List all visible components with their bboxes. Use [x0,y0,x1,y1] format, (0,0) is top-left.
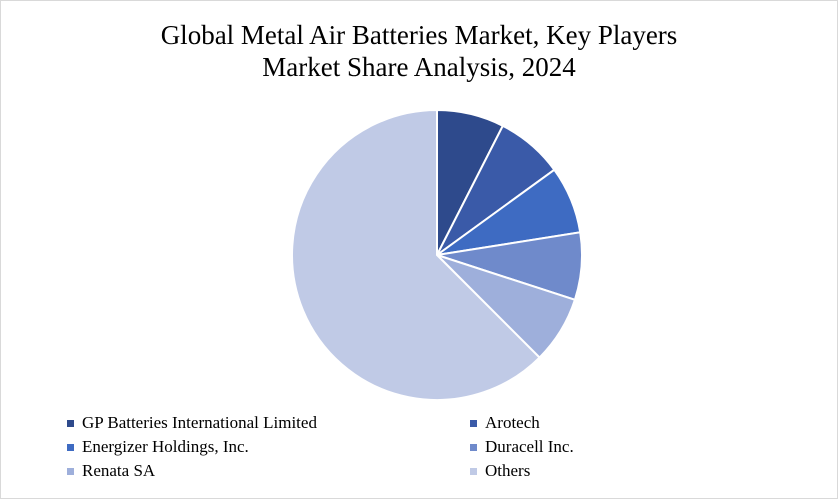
legend-swatch [470,419,477,427]
chart-title-line-2: Market Share Analysis, 2024 [262,52,576,82]
legend-label: GP Batteries International Limited [82,413,317,432]
legend-label: Arotech [485,413,540,432]
chart-title: Global Metal Air Batteries Market, Key P… [1,19,837,83]
legend-label: Duracell Inc. [485,437,574,456]
legend-label: Others [485,461,531,480]
legend-label: Renata SA [82,461,156,480]
legend-item: Duracell Inc. [470,437,574,457]
legend-swatch [470,467,477,475]
legend-item: GP Batteries International Limited [67,413,317,433]
legend-swatch [67,467,74,475]
legend-swatch [470,443,477,451]
legend-swatch [67,443,74,451]
chart-title-line-1: Global Metal Air Batteries Market, Key P… [160,20,678,50]
legend-label: Energizer Holdings, Inc. [82,437,249,456]
legend-swatch [67,419,74,427]
legend-item: Renata SA [67,461,155,481]
legend-item: Arotech [470,413,540,433]
legend-item: Others [470,461,530,481]
legend-item: Energizer Holdings, Inc. [67,437,249,457]
pie-slice-others [291,108,541,401]
